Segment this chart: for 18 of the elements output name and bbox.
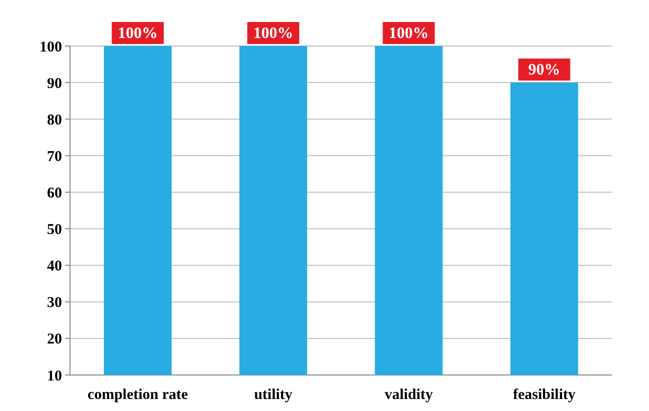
y-tick-label: 100	[40, 39, 62, 56]
y-tick-label: 90	[47, 76, 62, 92]
y-tick-label: 70	[47, 148, 62, 165]
data-label: 90%	[528, 62, 560, 79]
y-tick-label: 60	[47, 185, 62, 202]
data-label: 100%	[118, 25, 158, 42]
y-tick-label: 30	[47, 295, 62, 312]
data-label: 100%	[253, 25, 294, 42]
y-tick-label: 80	[47, 112, 62, 128]
y-tick-label: 40	[47, 258, 62, 275]
x-tick-label: completion rate	[88, 387, 188, 403]
x-tick-label: utility	[254, 387, 293, 403]
x-tick-label: feasibility	[513, 387, 576, 403]
y-tick-label: 20	[47, 332, 62, 348]
data-label: 100%	[388, 25, 429, 42]
y-tick-label: 50	[47, 222, 62, 238]
y-tick-label: 10	[47, 368, 62, 384]
x-tick-label: validity	[384, 387, 434, 403]
